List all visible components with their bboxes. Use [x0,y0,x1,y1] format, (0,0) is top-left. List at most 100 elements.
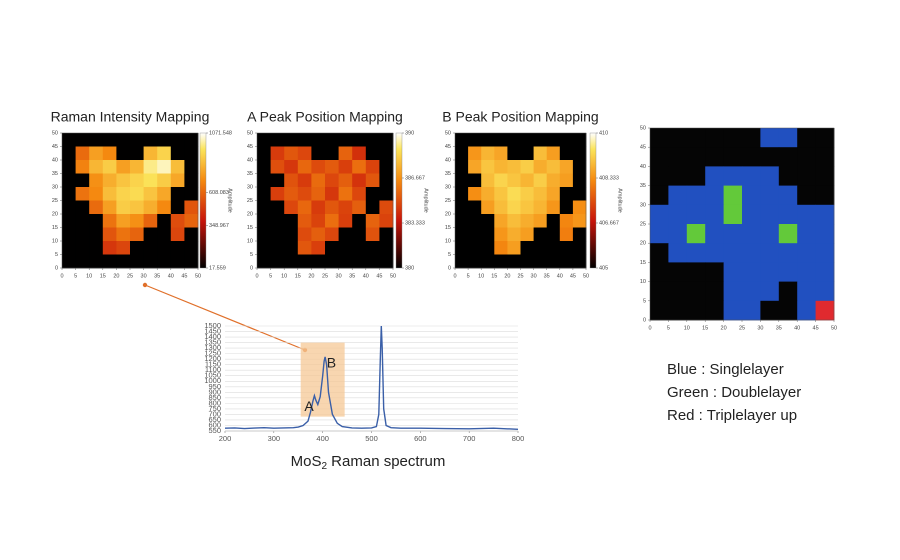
peak-label: B [327,354,336,370]
cell [468,241,482,255]
cell [143,133,158,147]
cell [89,200,104,215]
cell [297,227,312,242]
cell [284,160,299,174]
cell [760,300,780,321]
cell [559,254,574,269]
cell [257,241,271,255]
cell [481,254,495,269]
cell [760,281,780,302]
x-tick-label: 45 [570,273,576,279]
cell [494,200,508,215]
cell [338,160,353,174]
cell [520,227,534,242]
cell [507,160,521,174]
y-tick-label: 950 [208,382,221,391]
colorbar-title: Amplitude [617,188,623,212]
cell [325,227,339,242]
spectrum-line [224,325,519,430]
cell [89,173,104,188]
cell [62,146,76,161]
y-tick-label: 5 [250,252,253,258]
cell [481,146,495,161]
map-title: B Peak Position Mapping [442,109,598,125]
cell [668,204,688,225]
cell [116,241,131,255]
cell [89,241,104,255]
cell [157,146,172,161]
cell [365,227,380,242]
cell [311,200,326,215]
cell [546,133,561,147]
cell [481,187,495,201]
cell [546,160,561,174]
cell [102,241,117,255]
cell [668,224,688,244]
y-tick-label: 30 [445,184,451,190]
cell [815,262,835,282]
cell [170,173,185,188]
cell [494,241,508,255]
x-tick-label: 15 [295,273,301,279]
cell [559,133,574,147]
cell [742,185,761,206]
cell [815,166,835,186]
cell [686,224,706,244]
cell [742,262,761,282]
colorbar-label: 380 [405,265,414,271]
cell [311,254,326,269]
cell [507,254,521,269]
cell [686,185,706,206]
cell [760,262,780,282]
cell [143,160,158,174]
cell [89,214,104,228]
cell [650,224,669,244]
cell [62,133,76,147]
cell [723,204,743,225]
x-tick-label: 10 [281,273,287,279]
cell [686,243,706,263]
cell [533,214,548,228]
cell [572,160,587,174]
cell [723,185,743,206]
cell [494,160,508,174]
cell [170,254,185,269]
cell [546,173,561,188]
y-tick-label: 5 [55,252,58,258]
cell [116,187,131,201]
y-tick-label: 15 [247,225,253,231]
cell [520,160,534,174]
y-tick-label: 750 [208,404,221,413]
y-tick-label: 1050 [204,371,221,380]
cell [130,241,144,255]
cell [668,281,688,302]
cell [311,146,326,161]
legend-entry: Green : Doublelayer [667,384,801,401]
cell [546,241,561,255]
y-tick-label: 1300 [204,343,221,352]
cell [559,173,574,188]
cell [723,147,743,167]
x-tick-label: 0 [255,273,258,279]
y-tick-label: 850 [208,393,221,402]
y-tick-label: 25 [247,198,253,204]
cell [116,227,131,242]
y-tick-label: 30 [247,184,253,190]
cell [705,128,724,148]
cell [815,128,835,148]
cell [520,146,534,161]
y-tick-label: 0 [448,265,451,271]
x-tick-label: 50 [390,273,396,279]
cell [257,214,271,228]
cell [494,214,508,228]
cell [520,133,534,147]
caption-rest: Raman spectrum [327,453,445,470]
cell [546,187,561,201]
cell [686,147,706,167]
cell [170,133,185,147]
y-tick-label: 50 [247,130,253,136]
cell [365,133,380,147]
cell [297,173,312,188]
cell [668,185,688,206]
cell [572,214,587,228]
